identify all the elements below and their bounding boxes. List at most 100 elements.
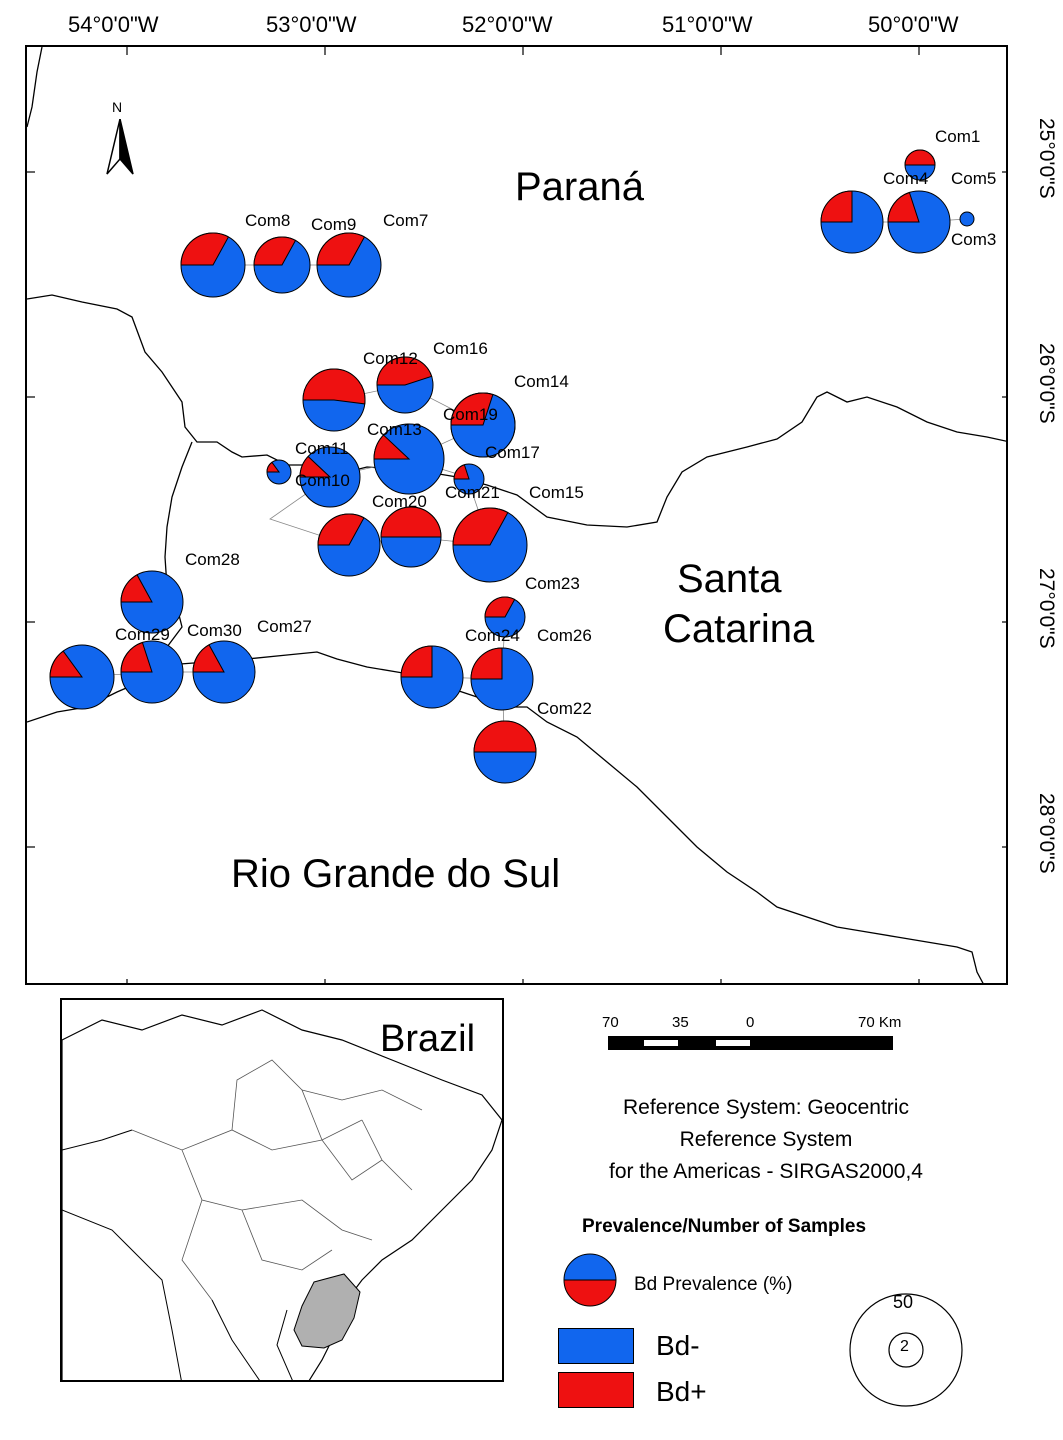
prevalence-pie	[253, 236, 311, 294]
prevalence-pie	[887, 190, 951, 254]
com-label: Com11	[295, 439, 349, 458]
inset-map-shapes	[62, 1009, 502, 1380]
prevalence-pie	[452, 507, 528, 583]
latitude-label: 28°0'0"S	[1035, 793, 1058, 874]
pie-bd-negative	[959, 211, 975, 227]
north-arrow-label: N	[112, 99, 123, 115]
pie-bd-positive	[180, 232, 230, 266]
com-label: Com21	[445, 483, 500, 502]
prevalence-pie	[302, 368, 366, 432]
state-label-santa: Santa	[677, 557, 782, 601]
legend-size-small-label: 2	[900, 1338, 909, 1355]
prevalence-pie	[49, 644, 115, 710]
prevalence-pie	[120, 570, 184, 634]
prevalence-pie	[473, 720, 537, 784]
pie-bd-positive	[192, 644, 225, 673]
border-nw	[27, 47, 43, 128]
pie-bd-positive	[820, 190, 853, 223]
north-arrow-icon	[106, 119, 134, 175]
reference-system-line2: Reference System	[679, 1128, 853, 1151]
reference-system-line1: Reference System: Geocentric	[623, 1096, 909, 1119]
longitude-label: 53°0'0"W	[266, 12, 357, 37]
com-label: Com4	[883, 169, 929, 188]
com-label: Com7	[383, 211, 429, 230]
com-label: Com28	[185, 550, 240, 569]
prevalence-pie	[120, 640, 184, 704]
com-label: Com12	[363, 349, 418, 368]
com-label: Com9	[311, 215, 357, 234]
legend-title: Prevalence/Number of Samples	[582, 1216, 867, 1237]
longitude-label: 52°0'0"W	[462, 12, 553, 37]
reference-system-line3: for the Americas - SIRGAS2000,4	[609, 1160, 923, 1183]
longitude-label: 54°0'0"W	[68, 12, 159, 37]
scale-label: 70	[602, 1014, 619, 1031]
pie-bd-positive	[49, 650, 83, 678]
com-label: Com22	[537, 699, 592, 718]
scale-bar: 70 35 0 70 Km	[602, 1014, 902, 1054]
prevalence-pie	[192, 640, 256, 704]
pie-bd-positive	[302, 368, 366, 405]
com-label: Com20	[372, 492, 427, 511]
legend-swatch-bd-positive	[558, 1372, 634, 1408]
com-label: Com15	[529, 483, 584, 502]
com-label: Com16	[433, 339, 488, 358]
pie-bd-positive	[453, 464, 470, 480]
longitude-label: 50°0'0"W	[868, 12, 959, 37]
border-parana-sc	[27, 294, 1006, 528]
pie-bd-positive	[376, 356, 433, 386]
prevalence-pie	[180, 232, 246, 298]
com-label: Com8	[245, 211, 291, 230]
legend-size-circles	[849, 1293, 963, 1407]
com-label: Com30	[187, 621, 242, 640]
pie-bd-positive	[253, 236, 297, 266]
com-label: Com14	[514, 372, 569, 391]
prevalence-pie	[373, 423, 445, 495]
prevalence-pie	[959, 211, 975, 227]
pie-bd-positive	[316, 232, 366, 266]
legend-swatch-bd-negative	[558, 1328, 634, 1364]
legend-label-bd-negative: Bd-	[656, 1330, 700, 1361]
prevalence-pie	[299, 446, 361, 508]
scale-label: 0	[746, 1014, 755, 1031]
pie-bd-positive	[373, 434, 411, 460]
legend-pie-label: Bd Prevalence (%)	[634, 1274, 793, 1295]
prevalence-pie	[316, 232, 382, 298]
border-argentina	[151, 441, 193, 668]
north-arrow: N	[105, 99, 135, 179]
main-map: N Paraná Santa Catarina Rio Grande do Su…	[25, 45, 1008, 985]
state-label-parana: Paraná	[515, 165, 644, 209]
pie-bd-positive	[450, 392, 494, 426]
com-label: Com5	[951, 169, 997, 188]
com-label: Com19	[443, 405, 498, 424]
latitude-label: 27°0'0"S	[1035, 568, 1058, 649]
com-label: Com24	[465, 626, 520, 645]
pie-bd-positive	[120, 641, 153, 673]
longitude-label: 51°0'0"W	[662, 12, 753, 37]
scale-label: 35	[672, 1014, 689, 1031]
latitude-label: 25°0'0"S	[1035, 118, 1058, 199]
pie-bd-positive	[266, 461, 280, 473]
inset-map: Brazil	[60, 998, 504, 1382]
prevalence-pies	[49, 149, 975, 784]
pie-bd-positive	[380, 506, 442, 538]
pie-bd-positive	[317, 513, 365, 546]
pie-bd-positive	[120, 574, 153, 603]
inset-title: Brazil	[380, 1018, 476, 1060]
prevalence-pie	[470, 647, 534, 711]
latitude-label: 26°0'0"S	[1035, 343, 1058, 424]
pie-bd-positive	[484, 596, 516, 618]
com-label: Com29	[115, 625, 170, 644]
com-label: Com13	[367, 420, 422, 439]
pie-bd-positive	[470, 647, 503, 680]
prevalence-pie	[484, 596, 526, 638]
prevalence-pie	[820, 190, 884, 254]
com-label: Com17	[485, 443, 540, 462]
legend-size-large-label: 50	[893, 1292, 914, 1312]
pie-bd-positive	[904, 149, 936, 166]
prevalence-pie	[450, 392, 516, 458]
pie-bd-positive	[452, 507, 509, 546]
scale-bar-graphic	[608, 1036, 893, 1050]
pie-bd-positive	[473, 720, 537, 753]
state-label-rio-grande-do-sul: Rio Grande do Sul	[231, 852, 561, 896]
study-area-highlight	[293, 1273, 361, 1349]
